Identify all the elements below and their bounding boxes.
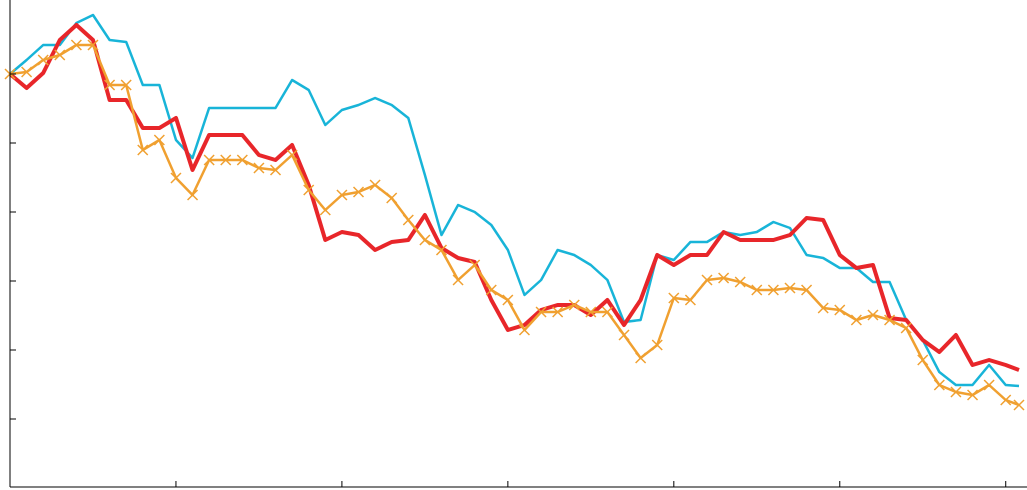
- point-marker: [286, 149, 298, 161]
- point-marker: [585, 306, 597, 318]
- point-marker: [319, 204, 331, 216]
- point-marker: [269, 164, 282, 176]
- point-marker: [187, 189, 199, 201]
- point-marker: [651, 339, 663, 351]
- point-marker: [684, 294, 696, 306]
- point-marker: [137, 144, 149, 156]
- point-marker: [153, 134, 165, 146]
- point-marker: [983, 379, 995, 391]
- point-marker: [303, 184, 315, 196]
- point-marker: [568, 299, 580, 311]
- point-marker: [518, 324, 530, 336]
- point-marker: [801, 284, 813, 296]
- point-marker: [336, 189, 348, 201]
- point-marker: [552, 306, 564, 318]
- point-marker: [37, 54, 49, 66]
- point-marker: [452, 274, 464, 286]
- point-marker: [884, 314, 896, 326]
- point-marker: [220, 154, 232, 166]
- point-marker: [386, 192, 398, 204]
- point-marker: [900, 322, 912, 334]
- point-marker: [1000, 394, 1012, 406]
- point-marker: [967, 389, 979, 401]
- point-marker: [718, 272, 730, 284]
- point-marker: [917, 354, 929, 366]
- point-marker: [668, 292, 680, 304]
- point-marker: [933, 379, 945, 391]
- point-marker: [236, 154, 248, 166]
- point-marker: [402, 214, 414, 226]
- point-marker: [253, 162, 265, 174]
- point-marker: [618, 329, 630, 341]
- point-marker: [784, 282, 796, 294]
- point-marker: [834, 304, 846, 316]
- point-marker: [850, 314, 862, 326]
- point-marker: [70, 39, 82, 51]
- series-line: [8, 23, 1020, 372]
- point-marker: [751, 284, 763, 296]
- point-marker: [601, 306, 613, 318]
- point-marker: [352, 186, 365, 198]
- point-marker: [104, 79, 116, 91]
- point-marker: [1013, 399, 1025, 411]
- point-marker: [817, 302, 829, 314]
- point-marker: [435, 244, 448, 256]
- series-line: [9, 43, 1020, 407]
- point-marker: [502, 294, 514, 306]
- point-marker: [950, 386, 962, 398]
- point-marker: [535, 306, 547, 318]
- point-marker: [170, 172, 182, 184]
- point-marker: [21, 66, 33, 78]
- point-marker: [867, 309, 879, 321]
- point-marker: [734, 276, 746, 288]
- point-marker: [635, 352, 647, 364]
- series-line: [9, 13, 1020, 388]
- point-marker: [87, 39, 99, 51]
- point-marker: [469, 259, 481, 271]
- point-marker: [54, 49, 66, 61]
- point-marker: [485, 284, 497, 296]
- point-marker: [203, 154, 215, 166]
- point-marker: [369, 179, 381, 191]
- point-marker: [701, 274, 713, 286]
- point-marker: [120, 79, 132, 91]
- point-marker: [419, 234, 431, 246]
- point-marker: [767, 284, 779, 296]
